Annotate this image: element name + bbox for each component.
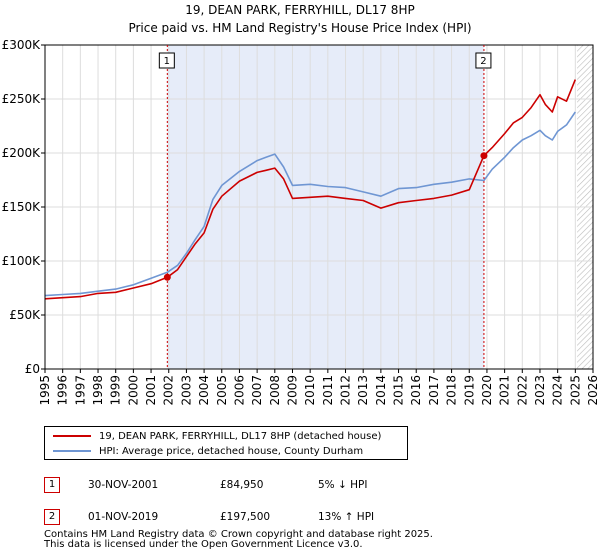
x-tick-label: 2003	[179, 375, 193, 406]
x-tick-label: 1997	[73, 375, 87, 406]
sale-date: 01-NOV-2019	[88, 511, 159, 523]
chart-subtitle: Price paid vs. HM Land Registry's House …	[128, 21, 472, 35]
x-tick-label: 2020	[480, 375, 494, 406]
sale-hpi-change: 13% ↑ HPI	[318, 511, 375, 523]
x-tick-label: 2004	[197, 375, 211, 406]
y-tick-label: £50K	[9, 308, 41, 322]
y-tick-label: £0	[25, 362, 40, 376]
legend-label-property: 19, DEAN PARK, FERRYHILL, DL17 8HP (deta…	[99, 430, 382, 442]
chart-title: 19, DEAN PARK, FERRYHILL, DL17 8HP	[185, 3, 415, 17]
x-tick-label: 2006	[232, 375, 246, 406]
y-tick-label: £300K	[2, 38, 42, 52]
sale-marker-label: 2	[480, 56, 486, 67]
sale-hpi-change: 5% ↓ HPI	[318, 479, 368, 491]
x-tick-label: 2023	[533, 375, 547, 406]
footer-copyright: Contains HM Land Registry data © Crown c…	[44, 529, 433, 540]
y-tick-label: £150K	[2, 200, 42, 214]
sale-row: 1 30-NOV-2001 £84,950 5% ↓ HPI	[44, 477, 444, 493]
legend-item-property: 19, DEAN PARK, FERRYHILL, DL17 8HP (deta…	[53, 429, 381, 443]
x-tick-label: 2017	[427, 375, 441, 406]
sale-marker-box	[475, 52, 492, 69]
legend: 19, DEAN PARK, FERRYHILL, DL17 8HP (deta…	[44, 426, 408, 460]
x-tick-label: 1995	[38, 375, 52, 406]
legend-item-hpi: HPI: Average price, detached house, Coun…	[53, 444, 363, 458]
sale-marker-label: 1	[164, 56, 170, 67]
x-tick-label: 2019	[462, 375, 476, 406]
hpi-line	[44, 111, 576, 297]
sale-number-badge: 2	[44, 509, 60, 525]
legend-swatch-hpi	[53, 450, 91, 452]
x-tick-label: 2016	[409, 375, 423, 406]
x-tick-label: 2007	[250, 375, 264, 406]
x-tick-label: 2021	[498, 375, 512, 406]
sale-date: 30-NOV-2001	[88, 479, 159, 491]
x-tick-label: 2001	[144, 375, 158, 406]
x-tick-label: 2013	[356, 375, 370, 406]
legend-label-hpi: HPI: Average price, detached house, Coun…	[99, 445, 364, 457]
footer-licence: This data is licensed under the Open Gov…	[44, 539, 363, 550]
x-tick-label: 2018	[445, 375, 459, 406]
sale-point	[163, 273, 171, 281]
legend-swatch-property	[53, 435, 91, 437]
x-tick-label: 1996	[56, 375, 70, 406]
x-tick-label: 2011	[321, 375, 335, 406]
y-tick-label: £250K	[2, 92, 42, 106]
x-tick-label: 2008	[268, 375, 282, 406]
sale-marker-box	[158, 52, 175, 69]
x-tick-label: 2002	[162, 375, 176, 406]
y-tick-label: £100K	[2, 254, 42, 268]
x-tick-label: 2005	[215, 375, 229, 406]
x-tick-label: 2000	[126, 375, 140, 406]
sale-number-badge: 1	[44, 477, 60, 493]
x-tick-label: 1998	[91, 375, 105, 406]
x-tick-label: 2015	[392, 375, 406, 406]
sale-point	[480, 152, 488, 160]
x-tick-label: 2009	[285, 375, 299, 406]
x-tick-label: 2022	[515, 375, 529, 406]
x-tick-label: 1999	[109, 375, 123, 406]
sale-price: £197,500	[220, 511, 271, 523]
sale-row: 2 01-NOV-2019 £197,500 13% ↑ HPI	[44, 509, 444, 525]
x-tick-label: 2014	[374, 375, 388, 406]
x-tick-label: 2010	[303, 375, 317, 406]
x-tick-label: 2024	[551, 375, 565, 406]
x-tick-label: 2025	[568, 375, 582, 406]
x-tick-label: 2026	[586, 375, 600, 406]
sale-price: £84,950	[220, 479, 264, 491]
x-tick-label: 2012	[339, 375, 353, 406]
y-tick-label: £200K	[2, 146, 42, 160]
footer-notice: Contains HM Land Registry data © Crown c…	[44, 530, 433, 550]
